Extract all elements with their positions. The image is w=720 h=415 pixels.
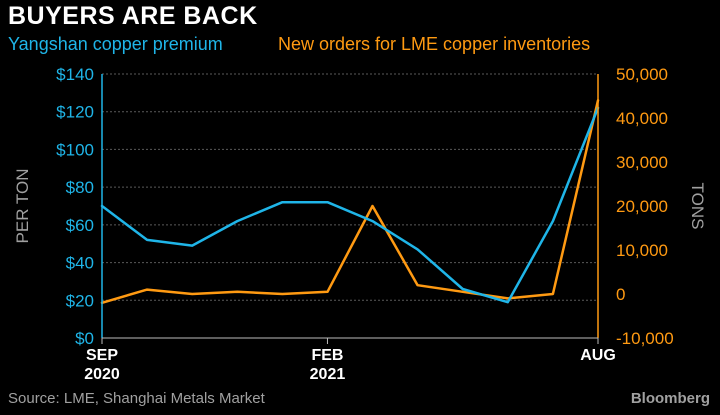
y-right-tick-label: 10,000: [616, 241, 668, 260]
series-line-premium: [100, 106, 600, 304]
x-tick-label: AUG: [580, 347, 616, 364]
bloomberg-logo: Bloomberg: [630, 390, 710, 407]
series-line-orders: [100, 99, 600, 305]
y-left-tick-label: $100: [56, 140, 94, 159]
y-left-tick-label: $0: [75, 329, 94, 348]
y-left-tick-label: $80: [66, 178, 94, 197]
grid: [102, 73, 598, 339]
series-lines: [100, 99, 600, 305]
y-left-axis-title: PER TON: [13, 169, 32, 244]
x-tick-sublabel: 2021: [310, 366, 346, 383]
source-note: Source: LME, Shanghai Metals Market: [8, 390, 265, 407]
x-tick-label: FEB: [311, 347, 343, 364]
x-tick-label: SEP: [86, 347, 118, 364]
chart-title: BUYERS ARE BACK: [8, 2, 258, 30]
y-left-tick-label: $40: [66, 254, 94, 273]
y-right-axis-title: TONS: [688, 183, 707, 230]
y-right-tick-label: 0: [616, 285, 625, 304]
x-tick-sublabel: 2020: [84, 366, 120, 383]
y-left-tick-label: $60: [66, 216, 94, 235]
y-right-tick-label: 30,000: [616, 153, 668, 172]
chart: $0 $20 $40 $60 $80 $100 $120 $140 -10,000 0 10,000…: [13, 65, 707, 383]
axes: $0 $20 $40 $60 $80 $100 $120 $140 -10,000 0 10,000…: [13, 65, 707, 383]
legend-orders: New orders for LME copper inventories: [278, 34, 591, 54]
y-right-tick-label: -10,000: [616, 329, 674, 348]
y-right-tick-label: 50,000: [616, 65, 668, 84]
legend-premium: Yangshan copper premium: [8, 34, 223, 54]
y-left-tick-label: $140: [56, 65, 94, 84]
y-right-tick-label: 40,000: [616, 109, 668, 128]
y-right-tick-label: 20,000: [616, 197, 668, 216]
y-left-tick-label: $20: [66, 291, 94, 310]
y-left-tick-label: $120: [56, 103, 94, 122]
